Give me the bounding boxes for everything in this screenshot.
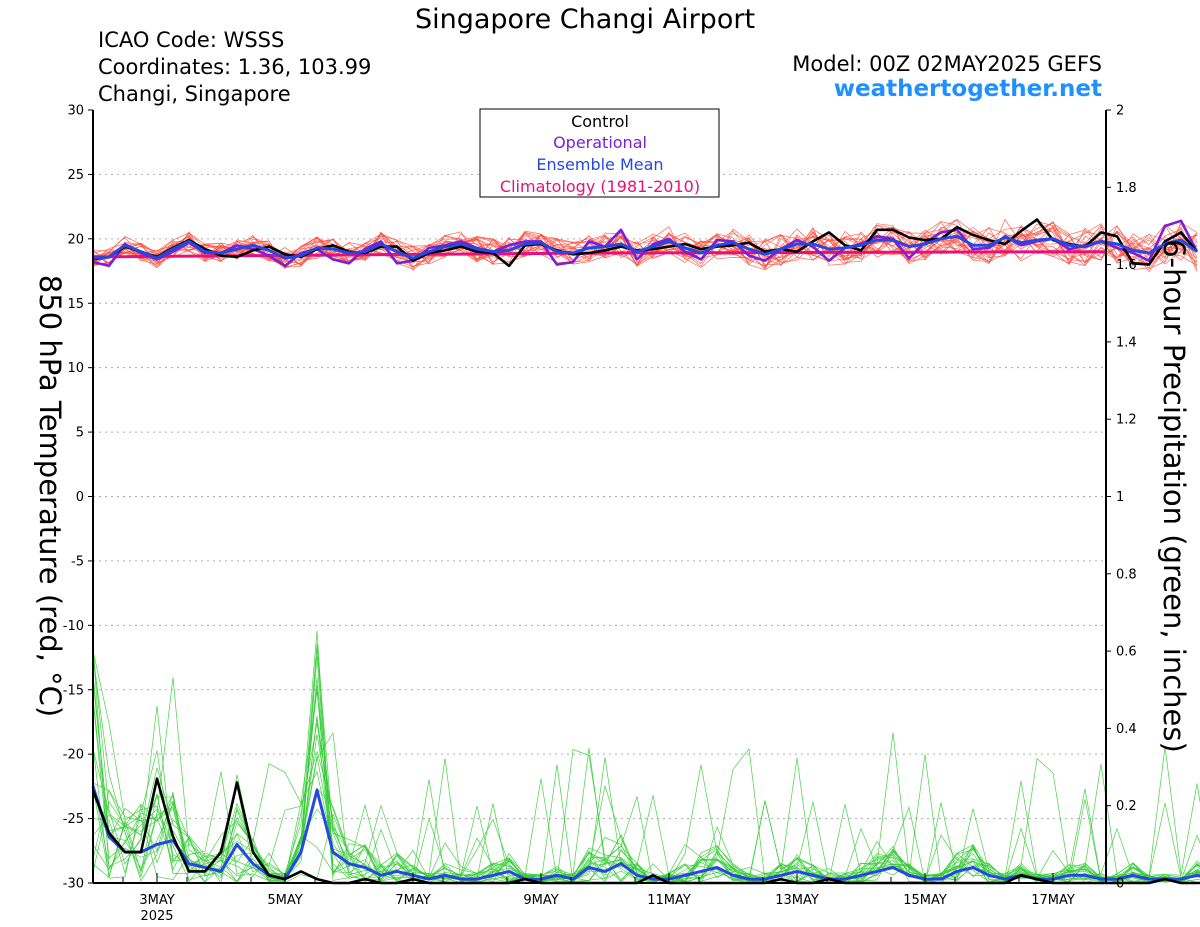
y-left-tick-label: 25 [67,168,84,183]
y-left-tick-label: 0 [76,490,84,505]
y-right-tick-label: 1.6 [1116,258,1137,273]
precip-member-line [92,691,1200,884]
x-tick-label: 17MAY [1031,893,1075,908]
temp-member-line [92,221,1198,269]
y-right-tick-label: 2 [1116,104,1124,119]
climatology-line [92,250,1107,259]
coordinates: Coordinates: 1.36, 103.99 [98,55,372,79]
y-left-tick-label: -20 [63,748,84,763]
x-tick-label: 15MAY [903,893,947,908]
y-left-tick-label: -10 [63,619,84,634]
temp-member-line [92,223,1198,270]
y-right-tick-label: 1.2 [1116,413,1137,428]
y-left-tick-label: 5 [76,426,84,441]
precip-control-line [91,777,1200,885]
y-left-tick-label: -5 [71,554,84,569]
y-left-tick-label: -30 [63,877,84,892]
precip-ensemble-mean-line [91,785,1200,881]
y-right-tick-label: 1.4 [1116,335,1137,350]
site-link[interactable]: weathertogether.net [833,76,1102,102]
precip-member-line [92,647,1200,884]
y-right-tick-label: 0.8 [1116,567,1137,582]
legend-climatology: Climatology (1981-2010) [500,177,700,196]
x-year-label: 2025 [140,909,173,924]
location-name: Changi, Singapore [98,82,291,106]
y-right-axis-label: 6-hour Precipitation (green, inches) [1157,239,1191,753]
series-lines [91,218,1200,885]
y-right-tick-label: 0 [1116,877,1124,892]
precip-member-line [92,734,1200,883]
y-right-tick-label: 0.2 [1116,799,1137,814]
chart-title: Singapore Changi Airport [414,4,756,35]
ensemble-members [92,218,1200,884]
legend-control: Control [571,112,629,131]
x-tick-label: 9MAY [523,893,558,908]
x-tick-label: 7MAY [395,893,430,908]
y-left-tick-label: 20 [67,232,84,247]
temp-ensemble-mean-line [92,234,1198,260]
y-left-tick-label: -25 [63,812,84,827]
axes: 302520151050-5-10-15-20-25-3021.81.61.41… [63,104,1137,925]
precip-member-line [92,630,1200,884]
x-tick-label: 5MAY [267,893,302,908]
x-tick-label: 13MAY [775,893,819,908]
x-tick-label: 11MAY [647,893,691,908]
legend-ensemble-mean: Ensemble Mean [536,155,663,174]
precip-member-line [92,757,1200,884]
precip-member-line [92,681,1200,884]
legend-operational: Operational [553,133,647,152]
legend: Control Operational Ensemble Mean Climat… [479,108,720,198]
y-left-axis-label: 850 hPa Temperature (red, °C) [33,275,67,717]
y-left-tick-label: 15 [67,297,84,312]
y-left-tick-label: -15 [63,683,84,698]
x-tick-label: 3MAY [139,893,174,908]
y-left-tick-label: 30 [67,104,84,119]
y-right-tick-label: 0.6 [1116,645,1137,660]
y-right-tick-label: 0.4 [1116,722,1137,737]
y-right-tick-label: 1 [1116,490,1124,505]
model-run: Model: 00Z 02MAY2025 GEFS [792,52,1102,76]
gridlines [93,173,1106,820]
y-right-tick-label: 1.8 [1116,181,1137,196]
icao-code: ICAO Code: WSSS [98,28,285,52]
y-left-tick-label: 10 [67,361,84,376]
legend-box [479,108,720,198]
